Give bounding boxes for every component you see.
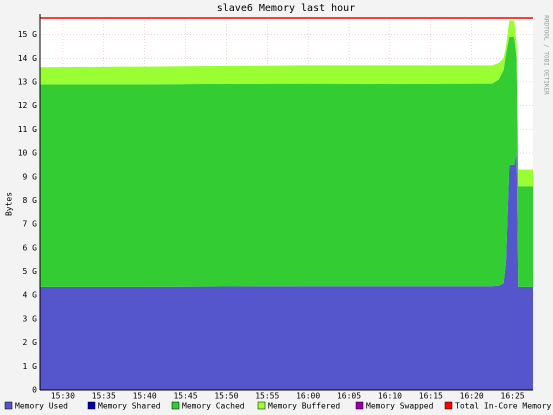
legend-label: Memory Cached [182, 402, 245, 411]
y-tick-label: 5 G [23, 267, 38, 276]
area [40, 36, 533, 287]
area [40, 153, 533, 390]
x-tick-label: 16:00 [296, 392, 320, 401]
legend-swatch [4, 401, 13, 410]
y-tick-label: 14 G [18, 54, 37, 63]
y-tick-label: 1 G [23, 362, 38, 371]
legend-swatch [444, 401, 453, 410]
y-tick-label: 10 G [18, 149, 37, 158]
y-tick-label: 6 G [23, 243, 38, 252]
legend-swatch [87, 401, 96, 410]
x-tick-label: 16:20 [460, 392, 484, 401]
chart-title: slave6 Memory last hour [217, 3, 355, 14]
legend-swatch [355, 401, 364, 410]
x-tick-label: 16:10 [378, 392, 402, 401]
x-tick-label: 15:45 [173, 392, 197, 401]
y-tick-label: 11 G [18, 125, 37, 134]
y-tick-label: 2 G [23, 338, 38, 347]
y-tick-label: 9 G [23, 172, 38, 181]
legend-label: Memory Used [15, 402, 68, 411]
x-tick-label: 15:30 [51, 392, 75, 401]
x-tick-label: 15:40 [133, 392, 157, 401]
y-tick-label: 3 G [23, 314, 38, 323]
x-tick-label: 15:55 [255, 392, 279, 401]
y-tick-label: 8 G [23, 196, 38, 205]
y-tick-label: 0 [32, 386, 37, 395]
y-axis-label: Bytes [5, 192, 14, 216]
x-tick-label: 15:50 [214, 392, 238, 401]
y-tick-label: 7 G [23, 220, 38, 229]
y-tick-label: 15 G [18, 30, 37, 39]
watermark: RRDTOOL / TOBI OETIKER [543, 15, 550, 95]
x-tick-label: 16:15 [419, 392, 443, 401]
x-tick-label: 15:35 [92, 392, 116, 401]
legend-label: Memory Swapped [366, 402, 434, 411]
legend-label: Memory Buffered [268, 402, 340, 411]
x-tick-label: 16:05 [337, 392, 361, 401]
legend-label: Total In-Core Memory [455, 402, 552, 411]
x-tick-label: 16:25 [501, 392, 525, 401]
y-tick-label: 4 G [23, 291, 38, 300]
legend-label: Memory Shared [98, 402, 161, 411]
legend-swatch [257, 401, 266, 410]
y-tick-label: 12 G [18, 101, 37, 110]
legend-swatch [171, 401, 180, 410]
y-tick-label: 13 G [18, 77, 37, 86]
